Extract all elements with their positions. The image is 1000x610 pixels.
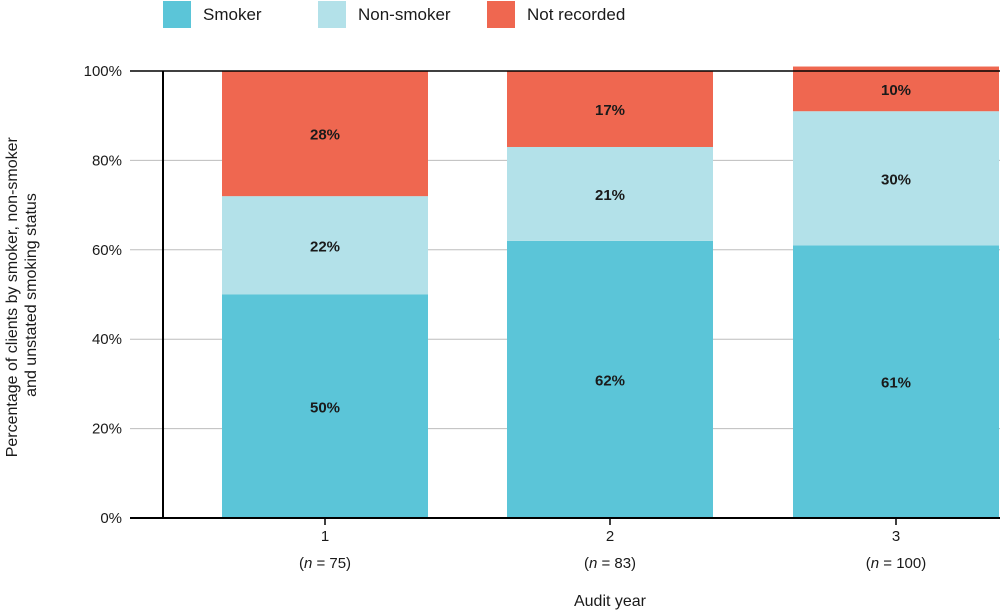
bar-segment-non-smoker <box>222 196 428 295</box>
y-axis-title-line-2: and unstated smoking status <box>23 193 40 397</box>
bar-segment-smoker <box>793 245 999 518</box>
bar-segment-not-recorded <box>793 66 999 112</box>
bar-segment-smoker <box>222 294 428 518</box>
bar-segment-non-smoker <box>793 111 999 246</box>
legend-label: Not recorded <box>527 5 625 24</box>
legend: Smoker Non-smoker Not recorded <box>163 1 625 28</box>
legend-swatch <box>487 1 515 28</box>
axes <box>130 70 1000 525</box>
y-tick-label: 60% <box>92 242 122 259</box>
bar-value-label: 17% <box>595 102 625 119</box>
y-tick-label: 0% <box>100 510 122 527</box>
x-tick-labels: 1 (n = 75) 2 (n = 83) 3 (n = 100) <box>299 528 926 572</box>
x-tick-label: 2 <box>606 528 614 545</box>
x-tick-sample-size: (n = 83) <box>584 555 636 572</box>
y-axis-title-line-1: Percentage of clients by smoker, non-smo… <box>4 136 21 457</box>
y-axis-title: Percentage of clients by smoker, non-smo… <box>4 133 40 458</box>
bar-value-label: 21% <box>595 187 625 204</box>
x-axis-title: Audit year <box>574 593 647 610</box>
x-tick-label: 1 <box>321 528 329 545</box>
legend-label: Non-smoker <box>358 5 451 24</box>
bar-segment-not-recorded <box>222 71 428 197</box>
y-tick-label: 100% <box>84 63 122 80</box>
bar-segments: 50% 22% 28% 62% 21% 17% 61% 30% 10% <box>222 66 999 519</box>
bar-value-label: 28% <box>310 127 340 144</box>
legend-swatch <box>318 1 346 28</box>
bar-segment-non-smoker <box>507 146 713 241</box>
bar-value-label: 50% <box>310 399 340 416</box>
x-tick-sample-size: (n = 75) <box>299 555 351 572</box>
y-tick-labels: 0% 20% 40% 60% 80% 100% <box>84 63 122 527</box>
bar-value-label: 10% <box>881 82 911 99</box>
legend-label: Smoker <box>203 5 262 24</box>
y-tick-label: 40% <box>92 331 122 348</box>
y-tick-label: 20% <box>92 421 122 438</box>
legend-swatch <box>163 1 191 28</box>
bar-value-label: 61% <box>881 375 911 392</box>
bar-value-label: 22% <box>310 238 340 255</box>
bar-value-label: 30% <box>881 171 911 188</box>
bar-segment-not-recorded <box>507 71 713 147</box>
y-tick-label: 80% <box>92 152 122 169</box>
bar-segment-smoker <box>507 240 713 519</box>
bar-value-label: 62% <box>595 372 625 389</box>
x-tick-label: 3 <box>892 528 900 545</box>
x-tick-sample-size: (n = 100) <box>866 555 926 572</box>
